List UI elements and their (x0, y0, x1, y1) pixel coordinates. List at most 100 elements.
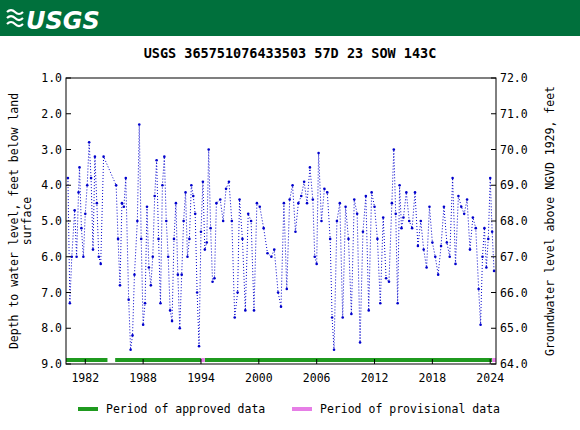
period-bar (205, 358, 492, 362)
series-point (277, 291, 280, 294)
series-point (431, 241, 434, 244)
series-point (315, 263, 318, 266)
y2-tick-label: 68.0 (500, 214, 528, 228)
series-point (428, 205, 431, 208)
series-point (140, 238, 143, 241)
series-point (144, 302, 147, 305)
series-point (283, 202, 286, 205)
series-point (215, 202, 218, 205)
series-point (196, 291, 199, 294)
series-point (146, 205, 149, 208)
series-point (382, 216, 385, 219)
series-point (80, 227, 83, 230)
series-point (266, 252, 269, 255)
series-point (127, 298, 130, 301)
series-point (209, 227, 212, 230)
logo-wave (7, 16, 23, 20)
chart-svg: USGSUSGS 365751076433503 57D 23 SOW 143C… (0, 0, 580, 430)
series-point (171, 320, 174, 323)
series-point (102, 155, 105, 158)
y-tick-label: 1.0 (41, 71, 62, 85)
series-point (359, 341, 362, 344)
y-tick (66, 256, 71, 257)
series-point (400, 227, 403, 230)
plot-data (66, 123, 496, 362)
series-point (165, 220, 168, 223)
x-tick-label: 1994 (187, 371, 215, 385)
series-point (198, 345, 201, 348)
period-bar (201, 358, 205, 362)
period-bar (492, 358, 496, 362)
series-point (489, 177, 492, 180)
series-point (192, 195, 195, 198)
y-tick (66, 364, 71, 365)
series-point (163, 155, 166, 158)
y2-tick-label: 71.0 (500, 107, 528, 121)
y2-tick (491, 185, 496, 186)
series-point (184, 191, 187, 194)
series-point (356, 213, 359, 216)
series-point (373, 205, 376, 208)
series-point (238, 198, 241, 201)
series-point (202, 180, 205, 183)
series-point (437, 273, 440, 276)
series-point (288, 198, 291, 201)
series-point (309, 166, 312, 169)
series-point (422, 248, 425, 251)
series-point (228, 180, 231, 183)
series-point (347, 238, 350, 241)
y2-tick-label: 70.0 (500, 143, 528, 157)
series-point (161, 184, 164, 187)
series-point (88, 141, 91, 144)
series-point (394, 213, 397, 216)
series-point (194, 213, 197, 216)
series-point (350, 313, 353, 316)
series-point (86, 184, 89, 187)
x-tick (85, 359, 86, 364)
series-point (69, 302, 72, 305)
series-point (483, 227, 486, 230)
x-tick-label: 2006 (303, 371, 331, 385)
y2-tick-label: 66.0 (500, 286, 528, 300)
series-point (454, 263, 457, 266)
series-point (487, 238, 490, 241)
series-point (204, 248, 207, 251)
legend-swatch (292, 407, 312, 411)
series-point (241, 238, 244, 241)
series-point (333, 348, 336, 351)
series-point (129, 348, 132, 351)
series-point (469, 248, 472, 251)
y-tick-label: 3.0 (41, 143, 62, 157)
series-point (474, 227, 477, 230)
series-point (493, 270, 496, 273)
series-point (250, 220, 253, 223)
y-tick-label: 6.0 (41, 250, 62, 264)
series-point (190, 184, 193, 187)
series-point (329, 238, 332, 241)
y2-tick (491, 256, 496, 257)
header-bar (0, 0, 580, 36)
x-tick (490, 359, 491, 364)
series-point (78, 166, 81, 169)
series-point (376, 238, 379, 241)
series-point (131, 334, 134, 337)
series-point (142, 323, 145, 326)
series-point (405, 191, 408, 194)
series-point (136, 220, 139, 223)
series-point (391, 202, 394, 205)
logo-icon (7, 10, 23, 26)
series-point (200, 230, 203, 233)
y2-tick-label: 65.0 (500, 321, 528, 335)
period-bar (115, 358, 201, 362)
x-tick (374, 359, 375, 364)
series-point (443, 205, 446, 208)
series-point (175, 202, 178, 205)
series-point (388, 280, 391, 283)
x-tick (316, 359, 317, 364)
series-point (280, 306, 283, 309)
series-point (273, 248, 276, 251)
title: USGS 365751076433503 57D 23 SOW 143C (144, 45, 437, 61)
series-point (411, 227, 414, 230)
series-point (115, 184, 118, 187)
series-point (313, 255, 316, 258)
